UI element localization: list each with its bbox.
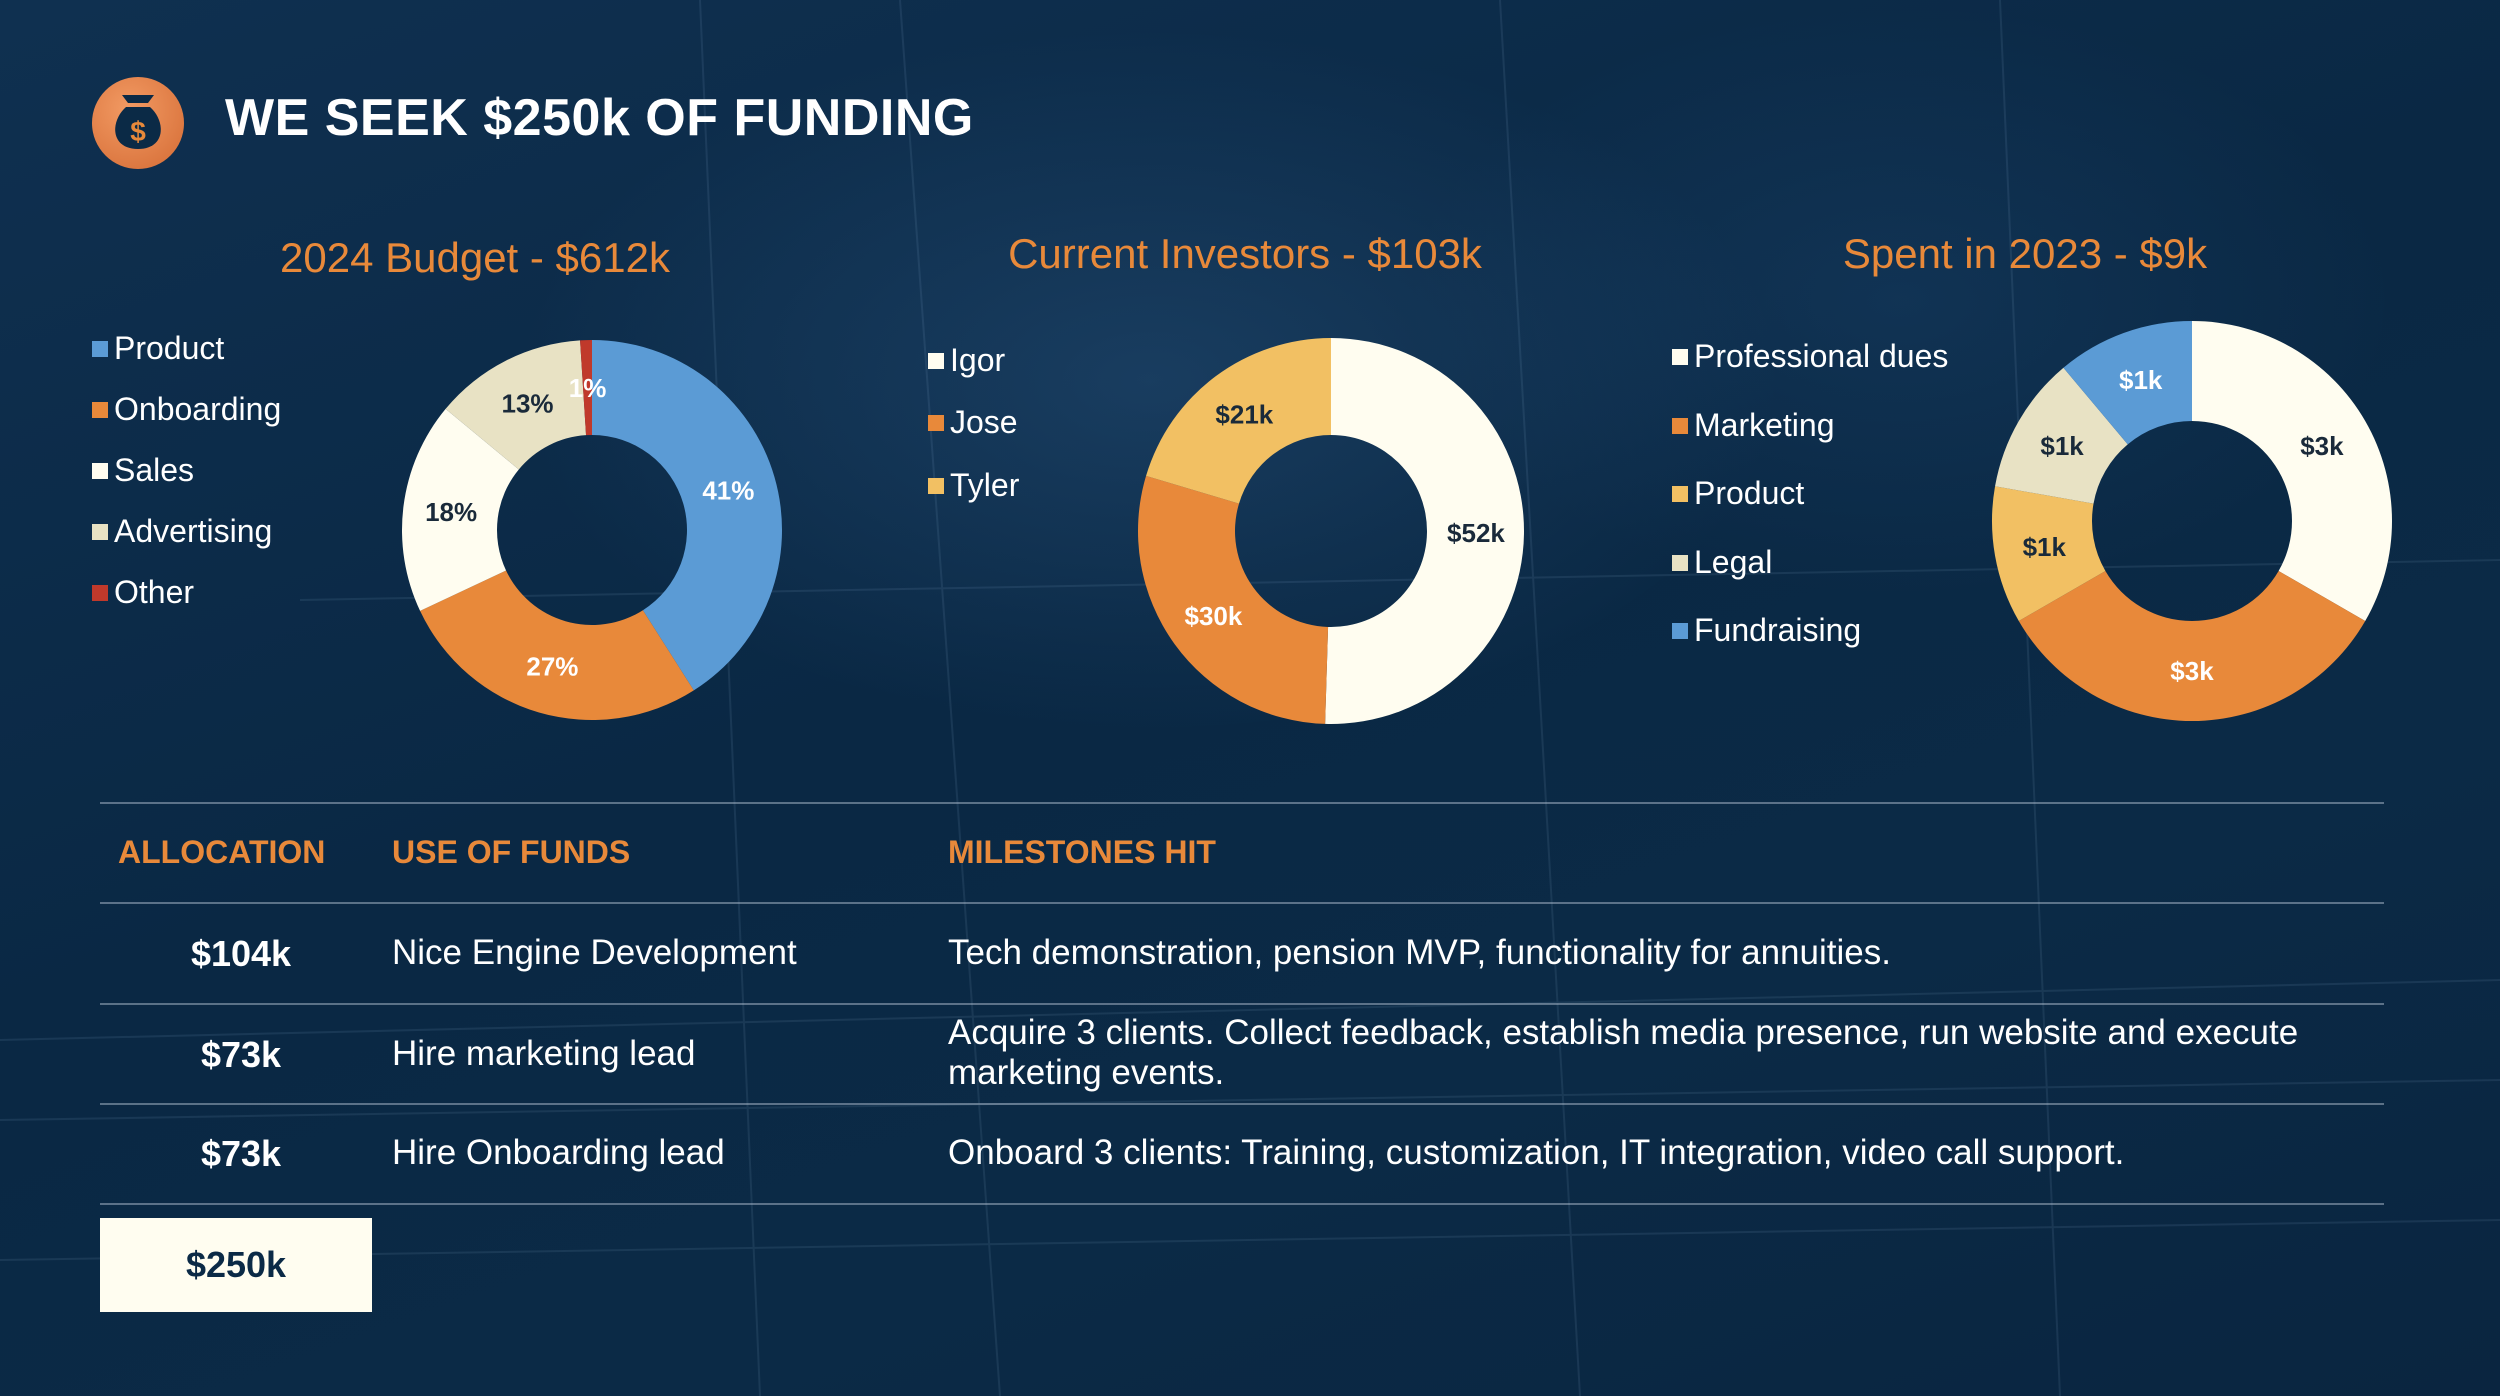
milestone-cell: Acquire 3 clients. Collect feedback, est… <box>948 1013 2299 1092</box>
donut-slice-other <box>580 340 592 436</box>
legend-item: Marketing <box>1672 407 1835 444</box>
legend-item: Product <box>1672 475 1804 512</box>
header-milestones: MILESTONES HIT <box>948 834 1216 870</box>
legend-swatch <box>1672 622 1688 639</box>
data-label-other: 1% <box>569 373 607 403</box>
legend-swatch <box>928 352 944 369</box>
legend-swatch <box>1672 417 1688 434</box>
data-label-advertising: 13% <box>502 388 554 418</box>
data-label-tyler: $21k <box>1215 400 1273 430</box>
donut-slice-product <box>592 340 783 691</box>
legend-swatch <box>92 523 108 540</box>
chart-title-spent: Spent in 2023 - $9k <box>1842 230 2208 277</box>
legend-item: Advertising <box>92 513 272 550</box>
use-cell: Hire Onboarding lead <box>392 1133 725 1172</box>
legend-item: Professional dues <box>1672 338 1948 375</box>
allocation-cell: $104k <box>190 933 292 974</box>
header-use-of-funds: USE OF FUNDS <box>392 834 631 870</box>
page-title: WE SEEK $250k OF FUNDING <box>225 89 974 147</box>
donut-slice-tyler <box>1146 338 1331 504</box>
total-funding-box: $250k <box>100 1218 372 1312</box>
data-label-jose: $30k <box>1185 601 1243 631</box>
data-label-igor: $52k <box>1447 518 1505 548</box>
milestone-cell: Onboard 3 clients: Training, customizati… <box>948 1133 2125 1172</box>
donut-slice-igor <box>1325 338 1524 724</box>
table-divider <box>100 1103 2384 1105</box>
table-top-divider <box>100 802 2384 804</box>
legend-item: Onboarding <box>92 391 281 428</box>
legend-item: Other <box>92 574 194 611</box>
donut-slice-legal <box>1995 367 2128 504</box>
milestone-cell: Tech demonstration, pension MVP, functio… <box>948 933 1891 972</box>
legend-item: Tyler <box>928 467 1019 504</box>
use-cell: Hire marketing lead <box>392 1034 696 1073</box>
data-label-professional-dues: $3k <box>2300 431 2344 461</box>
allocation-cell: $73k <box>200 1133 282 1174</box>
header-allocation: ALLOCATION <box>118 834 326 870</box>
legend-item: Legal <box>1672 544 1772 581</box>
data-label-marketing: $3k <box>2170 656 2214 686</box>
data-label-onboarding: 27% <box>526 651 578 681</box>
donut-slice-jose <box>1138 475 1329 724</box>
legend-swatch <box>928 477 944 494</box>
donut-chart-spent: $3k $3k $1k $1k $1k <box>1992 321 2392 721</box>
table-divider <box>100 902 2384 904</box>
donut-slice-marketing <box>2018 571 2366 721</box>
donut-slice-advertising <box>445 340 587 470</box>
data-label-product: $1k <box>2023 532 2067 562</box>
data-label-sales: 18% <box>425 497 477 527</box>
legend-item: Sales <box>92 452 194 489</box>
legend-swatch <box>92 462 108 479</box>
chart-title-budget: 2024 Budget - $612k <box>280 234 670 281</box>
legend-item: Product <box>92 330 224 367</box>
data-label-legal: $1k <box>2040 431 2084 461</box>
legend-swatch <box>92 340 108 357</box>
donut-slice-sales <box>402 408 519 611</box>
chart-title-investors: Current Investors - $103k <box>1008 230 1482 277</box>
legend-swatch <box>1672 485 1688 502</box>
donut-slice-onboarding <box>420 570 694 720</box>
donut-slice-fundraising <box>2063 321 2192 445</box>
data-label-product: 41% <box>702 475 754 505</box>
allocation-cell: $73k <box>200 1034 282 1075</box>
money-bag-icon: $ <box>92 77 184 169</box>
donut-chart-budget: 41% 27% 18% 13% 1% <box>402 340 783 720</box>
donut-chart-investors: $52k $30k $21k <box>1138 338 1524 724</box>
legend-swatch <box>1672 348 1688 365</box>
table-divider <box>100 1203 2384 1205</box>
svg-text:$: $ <box>130 116 146 147</box>
legend-swatch <box>1672 554 1688 571</box>
donut-slice-professional-dues <box>2192 321 2392 621</box>
donut-slice-product <box>1992 486 2106 621</box>
legend-item: Fundraising <box>1672 612 1861 649</box>
legend-item: Jose <box>928 404 1018 441</box>
legend-swatch <box>928 414 944 431</box>
use-cell: Nice Engine Development <box>392 933 797 972</box>
legend-swatch <box>92 584 108 601</box>
table-divider <box>100 1003 2384 1005</box>
legend-item: Igor <box>928 342 1005 379</box>
data-label-fundraising: $1k <box>2119 365 2163 395</box>
legend-swatch <box>92 401 108 418</box>
